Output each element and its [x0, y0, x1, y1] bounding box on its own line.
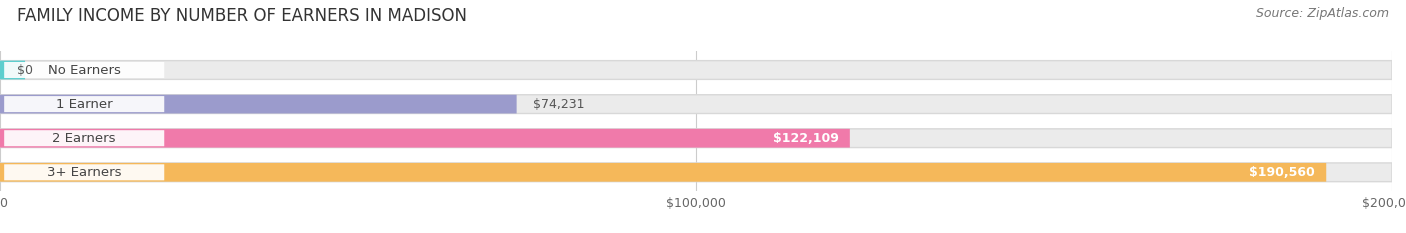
Text: 1 Earner: 1 Earner: [56, 98, 112, 111]
FancyBboxPatch shape: [4, 130, 165, 146]
FancyBboxPatch shape: [0, 61, 1392, 79]
FancyBboxPatch shape: [0, 129, 1392, 147]
FancyBboxPatch shape: [4, 164, 165, 180]
Text: $0: $0: [17, 64, 32, 76]
Text: No Earners: No Earners: [48, 64, 121, 76]
FancyBboxPatch shape: [4, 62, 165, 78]
Text: $122,109: $122,109: [773, 132, 839, 145]
Text: 3+ Earners: 3+ Earners: [46, 166, 121, 179]
FancyBboxPatch shape: [0, 163, 1392, 182]
FancyBboxPatch shape: [0, 95, 516, 113]
FancyBboxPatch shape: [0, 61, 25, 79]
Text: $74,231: $74,231: [533, 98, 585, 111]
FancyBboxPatch shape: [0, 129, 849, 147]
Text: $190,560: $190,560: [1250, 166, 1315, 179]
FancyBboxPatch shape: [0, 163, 1326, 182]
Text: Source: ZipAtlas.com: Source: ZipAtlas.com: [1256, 7, 1389, 20]
Text: FAMILY INCOME BY NUMBER OF EARNERS IN MADISON: FAMILY INCOME BY NUMBER OF EARNERS IN MA…: [17, 7, 467, 25]
FancyBboxPatch shape: [0, 95, 1392, 113]
FancyBboxPatch shape: [4, 96, 165, 112]
Text: 2 Earners: 2 Earners: [52, 132, 115, 145]
